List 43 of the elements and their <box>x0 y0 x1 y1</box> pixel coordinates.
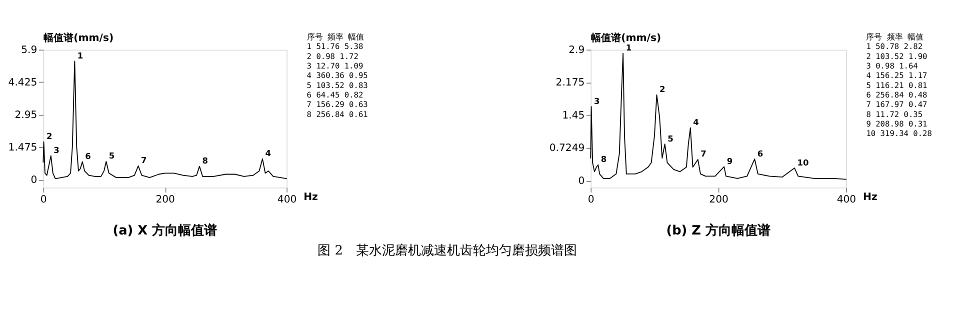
annotation: 1 <box>626 42 632 53</box>
y-tick-label: 0 <box>30 174 38 186</box>
x-tick-label: 400 <box>836 194 856 206</box>
annotation: 2 <box>659 84 666 94</box>
text: (a) X 方向幅值谱 <box>112 222 218 238</box>
y-tick-label: 1.45 <box>562 110 585 122</box>
y-tick-label: 5.9 <box>21 44 38 56</box>
annotation: 4 <box>693 117 700 128</box>
x-tick-label: 200 <box>709 194 728 206</box>
annotation: 6 <box>85 150 92 161</box>
x-tick-label: 0 <box>588 194 594 206</box>
y-tick-label: 0.7249 <box>549 143 585 154</box>
x-tick-label: 200 <box>156 194 175 206</box>
y-axis-title: 幅值谱(mm/s) <box>591 32 662 44</box>
x-axis-title: Hz <box>863 192 878 203</box>
x-axis-title: Hz <box>304 192 318 203</box>
annotation: 9 <box>726 156 733 166</box>
line-series <box>590 52 846 180</box>
y-tick-label: 4.425 <box>8 77 38 88</box>
annotation: 8 <box>202 156 208 166</box>
annotation: 10 <box>797 157 810 168</box>
annotation: 4 <box>265 148 272 158</box>
annotation: 6 <box>757 148 764 158</box>
x-tick-label: 400 <box>277 194 297 206</box>
y-tick-label: 2.95 <box>14 110 38 121</box>
annotation: 5 <box>668 133 674 144</box>
annotation: 2 <box>46 131 53 142</box>
y-tick-label: 2.9 <box>568 44 585 56</box>
caption: 图 2 某水泥磨机减速机齿轮均匀磨损频谱图 <box>318 244 577 259</box>
annotation: 7 <box>700 148 707 159</box>
annotation: 8 <box>600 154 607 164</box>
text: (b) Z 方向幅值谱 <box>666 222 770 238</box>
annotation: 5 <box>108 150 115 161</box>
y-tick-label: 1.475 <box>8 142 38 154</box>
y-tick-label: 0 <box>578 176 585 187</box>
line-series <box>42 60 288 180</box>
y-tick-label: 2.175 <box>556 78 585 89</box>
annotation: 3 <box>54 144 60 155</box>
annotation: 3 <box>594 96 600 106</box>
y-axis-title: 幅值谱(mm/s) <box>44 32 114 44</box>
x-tick-label: 0 <box>40 194 47 206</box>
annotation: 1 <box>77 50 84 60</box>
annotation: 7 <box>141 155 148 166</box>
